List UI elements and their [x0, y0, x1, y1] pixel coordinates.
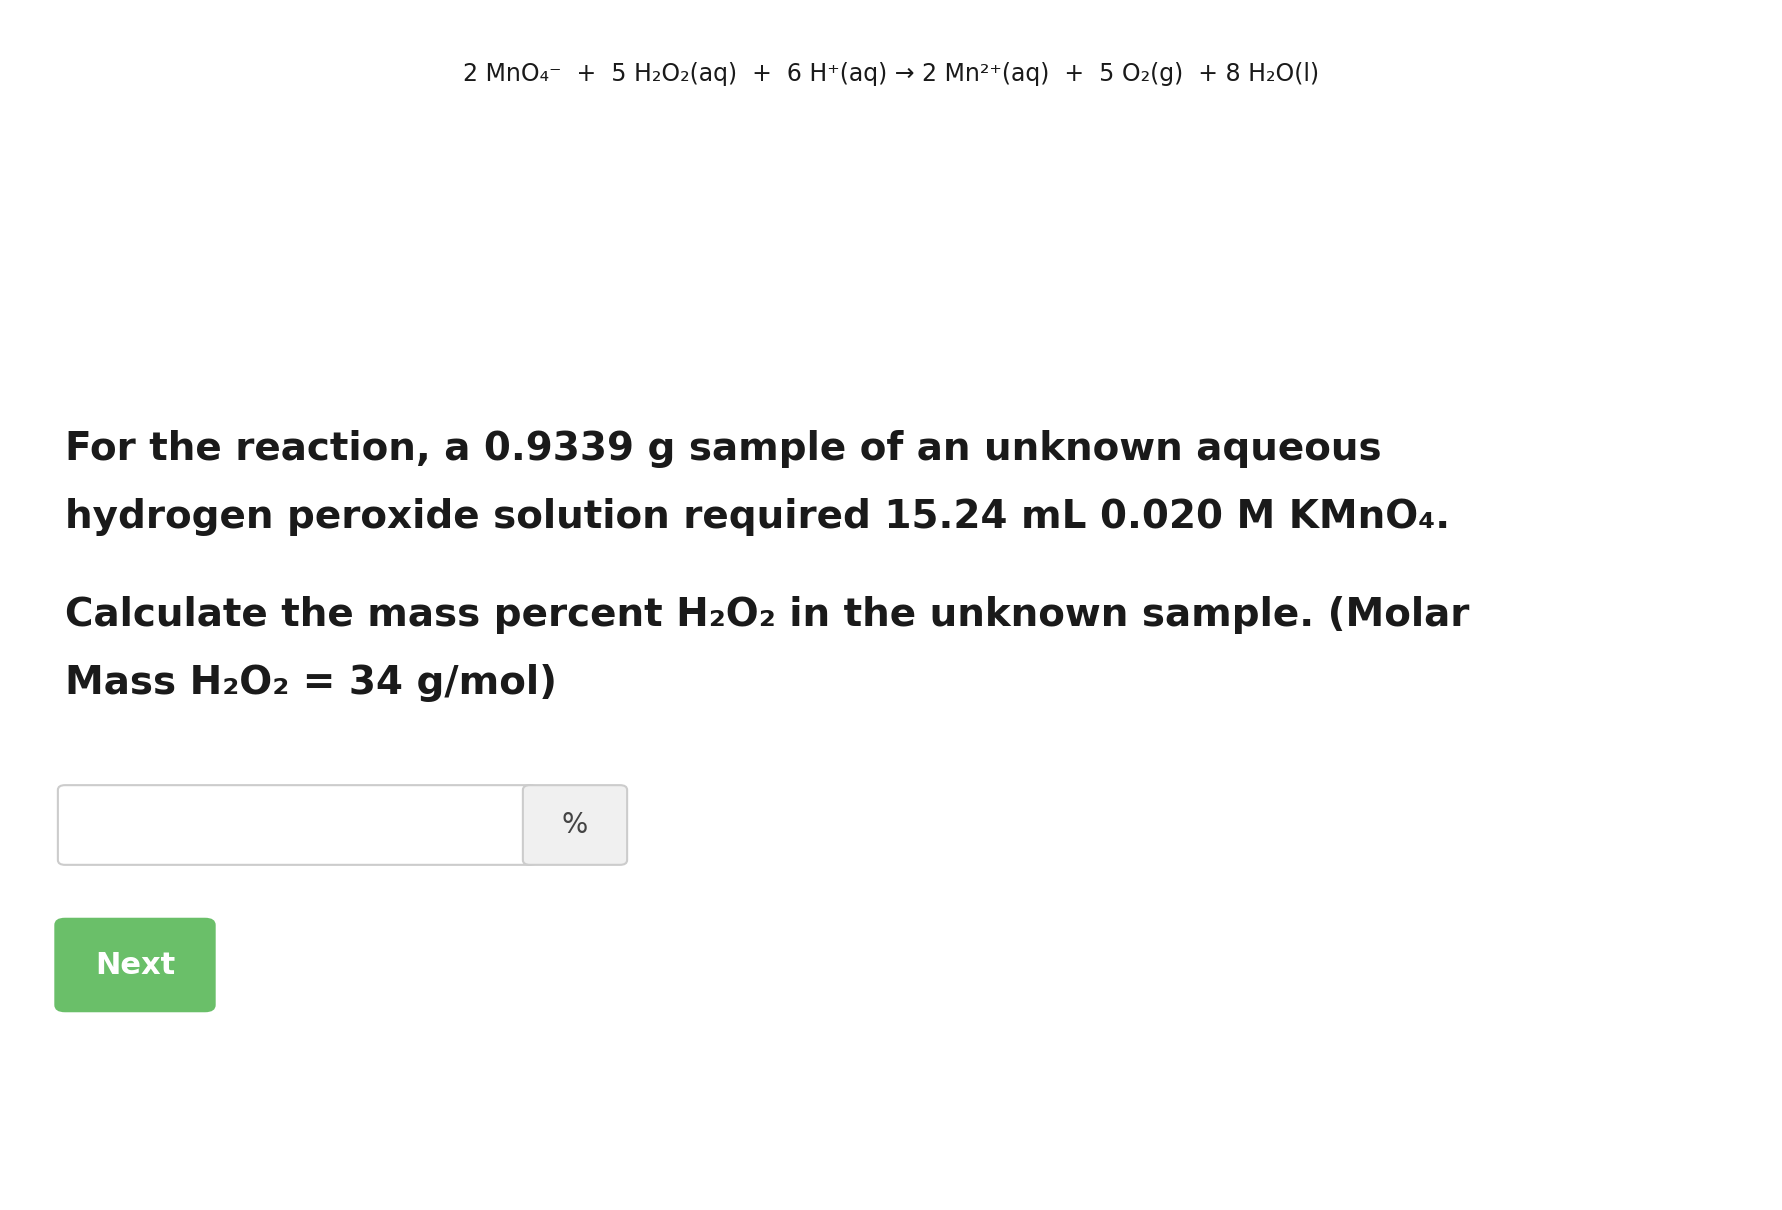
Text: Mass H₂O₂ = 34 g/mol): Mass H₂O₂ = 34 g/mol)	[64, 664, 558, 702]
FancyBboxPatch shape	[57, 785, 536, 865]
Text: %: %	[561, 811, 588, 839]
Text: 2 MnO₄⁻  +  5 H₂O₂(aq)  +  6 H⁺(aq) → 2 Mn²⁺(aq)  +  5 O₂(g)  + 8 H₂O(l): 2 MnO₄⁻ + 5 H₂O₂(aq) + 6 H⁺(aq) → 2 Mn²⁺…	[463, 62, 1319, 86]
Text: For the reaction, a 0.9339 g sample of an unknown aqueous: For the reaction, a 0.9339 g sample of a…	[64, 430, 1381, 468]
FancyBboxPatch shape	[522, 785, 627, 865]
Text: hydrogen peroxide solution required 15.24 mL 0.020 M KMnO₄.: hydrogen peroxide solution required 15.2…	[64, 499, 1451, 536]
Text: Calculate the mass percent H₂O₂ in the unknown sample. (Molar: Calculate the mass percent H₂O₂ in the u…	[64, 597, 1470, 634]
FancyBboxPatch shape	[53, 917, 216, 1013]
Text: Next: Next	[94, 951, 175, 980]
